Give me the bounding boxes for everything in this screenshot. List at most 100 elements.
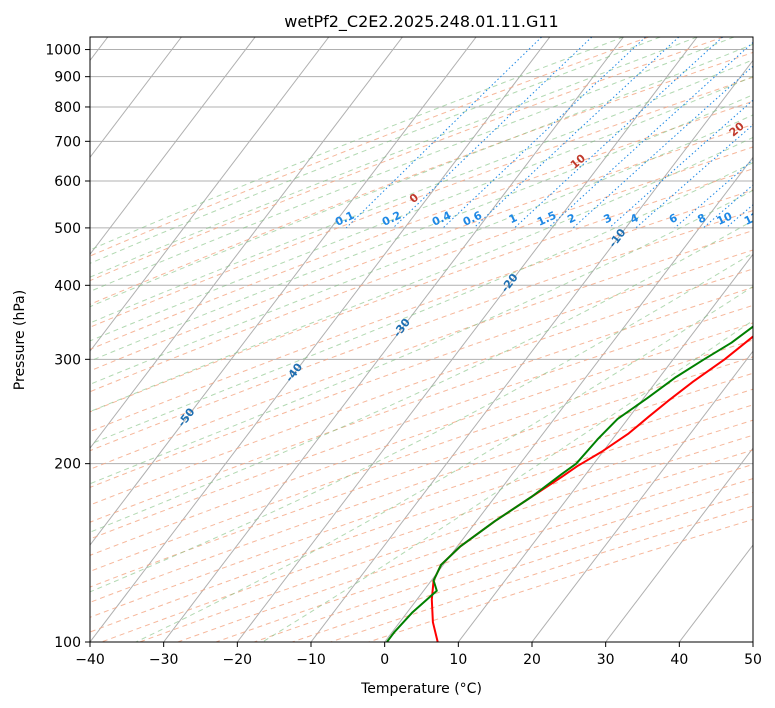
- moist-adiabat: [90, 189, 753, 485]
- y-tick-label: 300: [54, 352, 81, 368]
- y-axis-label: Pressure (hPa): [12, 290, 28, 390]
- moist-adiabat: [90, 37, 698, 278]
- mixing-ratio-label: 4: [628, 211, 641, 226]
- isotherm: [90, 37, 256, 256]
- dry-adiabat: [215, 463, 753, 642]
- isotherm: [236, 37, 698, 642]
- isotherm: [531, 350, 753, 642]
- dry-adiabat: [90, 51, 753, 305]
- x-tick-label: −20: [223, 652, 253, 668]
- mixing-ratio-line: [674, 159, 753, 229]
- dry-adiabat: [368, 518, 753, 642]
- dry-adiabat: [90, 37, 724, 282]
- mixing-ratio-line: [345, 37, 542, 229]
- moist-adiabat: [135, 285, 753, 642]
- moist-adiabat: [90, 37, 735, 293]
- background-lines: [90, 37, 753, 642]
- mixing-ratio-line: [608, 99, 753, 229]
- mixing-ratio-label: 0.6: [461, 209, 484, 229]
- moist-adiabat: [90, 43, 753, 308]
- x-tick-label: 30: [597, 652, 615, 668]
- isotherm: [90, 37, 182, 159]
- isotherm: [90, 37, 403, 449]
- y-tick-label: 900: [54, 70, 81, 86]
- dry-adiabat: [90, 189, 753, 433]
- mixing-ratio-label: 13: [742, 210, 761, 228]
- x-tick-label: −30: [149, 652, 179, 668]
- dry-adiabat: [90, 388, 753, 618]
- mixing-ratio-line: [514, 37, 723, 229]
- isotherm: [752, 641, 753, 642]
- mixing-ratio-line: [473, 37, 680, 229]
- x-tick-label: −40: [75, 652, 105, 668]
- isotherm: [384, 156, 753, 642]
- isotherm: [90, 37, 330, 353]
- mixing-ratio-line: [392, 37, 593, 229]
- isotherm: [163, 37, 624, 642]
- mixing-ratio-label: 0.1: [333, 209, 356, 229]
- isotherm-label: -20: [498, 271, 521, 295]
- mixing-ratio-label: 0.4: [430, 209, 453, 229]
- dry-adiabat: [90, 356, 753, 588]
- profiles: [386, 325, 753, 642]
- y-tick-label: 100: [54, 635, 81, 651]
- dewpoint-profile-line: [386, 325, 753, 642]
- x-tick-label: 10: [449, 652, 467, 668]
- temperature-profile-line: [430, 335, 753, 642]
- plot-frame: [89, 36, 754, 643]
- mixing-ratio-label: 1: [507, 211, 519, 226]
- isotherm: [457, 253, 753, 642]
- isotherm-label: -40: [283, 361, 306, 385]
- dry-adiabat: [90, 209, 753, 452]
- mixing-ratio-line: [442, 37, 646, 229]
- moist-adiabat: [90, 161, 753, 445]
- x-tick-label: 0: [380, 652, 389, 668]
- mixing-ratio-label: 10: [715, 209, 735, 227]
- moist-adiabat: [90, 37, 661, 264]
- y-tick-label: 800: [54, 100, 81, 116]
- moist-adiabat: [90, 37, 624, 251]
- dry-adiabat: [177, 449, 753, 642]
- moist-adiabat: [90, 59, 753, 324]
- mixing-ratio-label: 1.5: [535, 209, 558, 229]
- y-tick-label: 700: [54, 134, 81, 150]
- dry-adiabat: [254, 478, 753, 642]
- x-tick-label: −10: [296, 652, 326, 668]
- mixing-ratio-line: [635, 124, 753, 229]
- y-axis: 100 200 300 400 500 600 700 800 900 1000: [45, 43, 90, 651]
- dry-adiabat: [90, 304, 753, 540]
- mixing-ratio-label: 3: [602, 211, 614, 226]
- y-tick-label: 500: [54, 221, 81, 237]
- moist-adiabat: [90, 220, 753, 533]
- y-tick-label: 200: [54, 457, 81, 473]
- x-axis-label: Temperature (°C): [360, 681, 482, 697]
- dry-adiabat: [139, 434, 753, 642]
- dry-adiabat-label: 10: [568, 151, 588, 171]
- mixing-ratio-label: 16: [764, 209, 775, 227]
- x-axis: −40 −30 −20 −10 0 10 20 30 40 50: [75, 642, 762, 668]
- mixing-ratio-line: [572, 65, 753, 229]
- mixing-ratio-line: [547, 41, 753, 229]
- isotherm-label: -10: [606, 226, 629, 250]
- mixing-ratio-label: 6: [667, 211, 680, 226]
- mixing-ratio-label: 2: [565, 211, 577, 226]
- y-tick-label: 600: [54, 174, 81, 190]
- y-tick-label: 1000: [45, 43, 81, 59]
- moist-adiabat: [90, 114, 753, 385]
- moist-adiabat: [262, 319, 753, 642]
- x-tick-label: 40: [670, 652, 688, 668]
- dry-adiabat: [90, 404, 753, 633]
- chart-title: wetPf2_C2E2.2025.248.01.11.G11: [284, 12, 558, 32]
- x-tick-label: 50: [744, 652, 762, 668]
- mixing-ratio-label: 0.2: [380, 209, 403, 229]
- isotherm-label: -30: [391, 316, 414, 340]
- moist-adiabat: [90, 94, 753, 362]
- dry-adiabat: [90, 100, 753, 350]
- dry-adiabat-label: 20: [727, 119, 747, 139]
- dry-adiabat: [90, 268, 753, 506]
- mixing-ratio-line: [752, 227, 753, 228]
- y-tick-label: 400: [54, 278, 81, 294]
- dry-adiabat: [90, 249, 753, 488]
- dry-adiabat: [90, 168, 753, 413]
